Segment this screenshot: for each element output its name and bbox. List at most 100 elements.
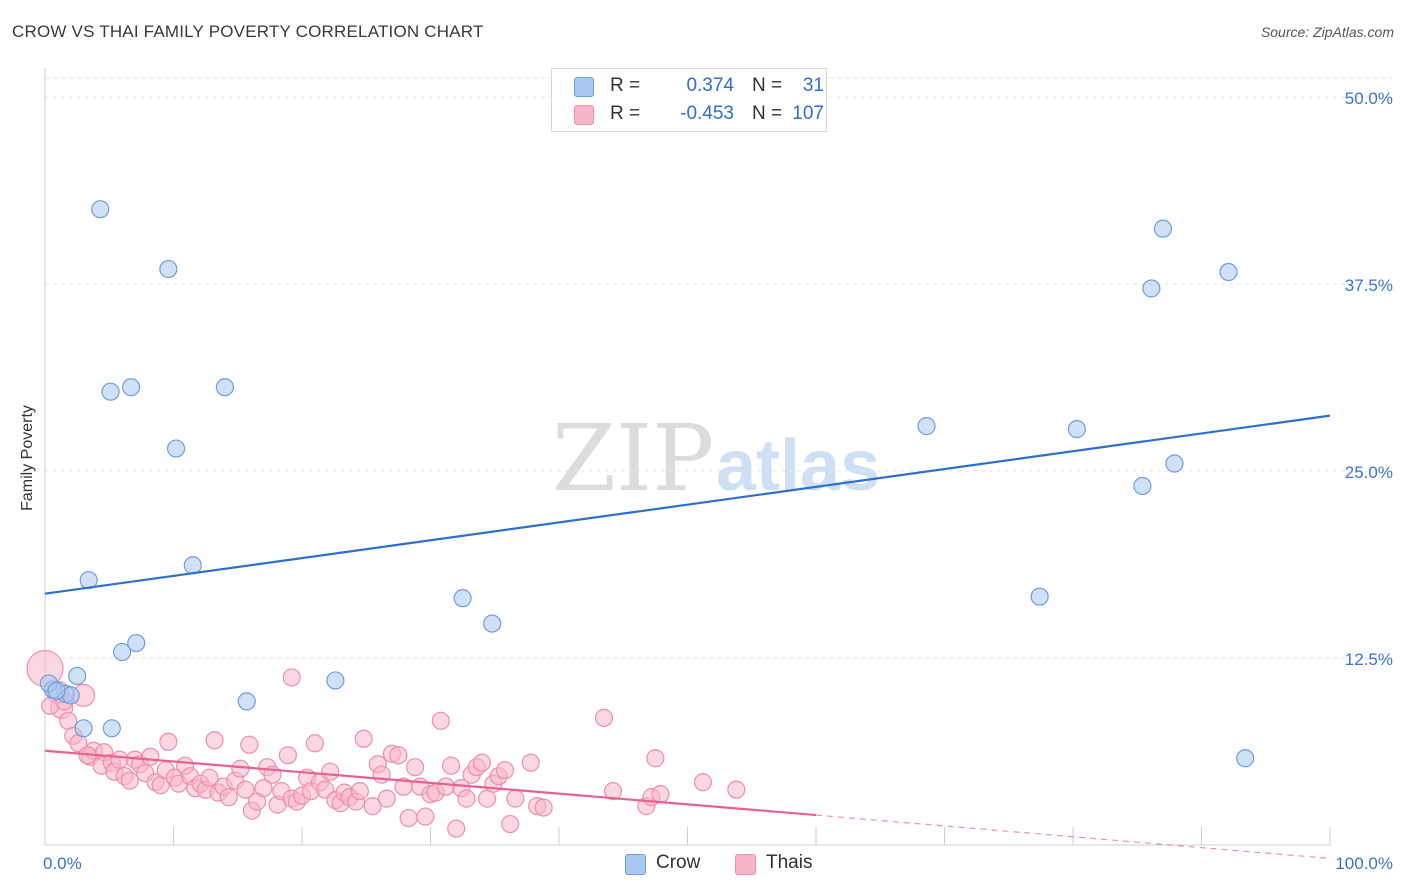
thais-swatch-icon [735,854,756,875]
watermark-zip: ZIP [552,405,714,512]
thais-point [447,819,466,838]
r-value: 0.374 [686,75,734,96]
thais-point [405,758,425,777]
thais-point [141,747,160,766]
thais-point [472,753,491,772]
crow-point [326,671,345,690]
thais-point [436,777,456,796]
crow-swatch-icon [625,854,646,875]
crow-point [183,556,202,575]
thais-point [240,735,259,754]
crow-point [1219,262,1238,282]
thais-point [354,729,373,748]
x-tick-label: 100.0% [1335,854,1393,873]
n-value: 31 [802,75,824,96]
crow-point [1165,454,1184,473]
r-label: R = [610,103,641,124]
thais-point [521,753,540,772]
thais-point [651,785,670,804]
y-tick-label: 50.0% [1345,89,1393,108]
crow-point [166,439,186,458]
thais-point [372,765,391,784]
thais-point [389,746,408,765]
thais-point [363,797,382,816]
watermark: ZIP atlas [552,405,880,512]
thais-point [399,808,418,828]
crow-point [74,719,93,738]
crow-point [91,200,110,219]
thais-point [282,668,301,687]
crow-point [917,417,936,436]
n-label: N = [752,75,783,96]
thais-point [200,768,219,787]
crow-point [1067,420,1086,439]
thais-point [506,789,525,808]
gridlines [45,77,1392,659]
legend-label-crow: Crow [656,852,701,873]
chart-title: CROW VS THAI FAMILY POVERTY CORRELATION … [12,22,484,41]
thais-point [219,788,238,807]
crow-point [1153,219,1173,238]
thais-point [236,780,255,799]
n-value: 107 [792,103,824,124]
crow-point [102,719,121,738]
thais-point [501,814,520,834]
thais-trend-extension [815,814,1331,860]
thais-point [495,761,515,780]
y-tick-label: 37.5% [1345,276,1393,295]
thais-point [534,798,553,817]
legend-label-thais: Thais [766,852,813,873]
thais-point [231,759,250,778]
crow-point [1030,587,1049,606]
crow-point [1236,749,1255,768]
thais-swatch-icon [574,105,594,125]
x-tick-label: 0.0% [43,854,82,873]
thais-point [278,746,297,765]
crow-swatch-icon [574,77,594,97]
r-value: -0.453 [680,103,734,124]
thais-trend-line [44,749,817,817]
thais-point [254,779,273,798]
thais-point [321,762,340,781]
thais-point [477,789,497,808]
thais-point [305,734,324,753]
crow-point [47,681,66,701]
crow-point [453,589,472,608]
r-label: R = [610,75,641,96]
thais-point [594,708,614,727]
crow-point [1133,476,1152,496]
crow-point [127,633,146,653]
correlation-legend: R = 0.374 N = 31 R = -0.453 N = 107 [551,68,827,132]
thais-point [416,807,435,826]
thais-point [110,750,129,769]
crow-trend-line [44,414,1331,595]
thais-point [603,782,623,801]
data-points [26,200,1255,838]
crow-point [159,259,178,279]
tick-labels: 12.5% 25.0% 37.5% 50.0% 0.0% 100.0% [43,89,1393,873]
axes [44,68,1331,846]
thais-point [431,711,450,730]
thais-point [205,731,224,750]
n-label: N = [752,103,783,124]
thais-point [350,782,369,801]
crow-point [215,378,234,397]
thais-point [646,749,665,768]
thais-point [377,789,396,808]
crow-point [121,378,141,397]
crow-point [101,382,120,401]
crow-point [68,666,87,686]
thais-point [159,732,178,751]
y-tick-label: 25.0% [1345,463,1393,482]
crow-point [1142,279,1161,298]
source-label: Source: ZipAtlas.com [1260,24,1394,40]
watermark-atlas: atlas [716,426,880,506]
thais-point [441,756,461,775]
crow-point [112,642,132,662]
thais-point [727,780,746,799]
thais-point [693,773,713,792]
crow-point [483,614,502,633]
thais-point [457,789,476,808]
y-tick-label: 12.5% [1345,650,1393,669]
